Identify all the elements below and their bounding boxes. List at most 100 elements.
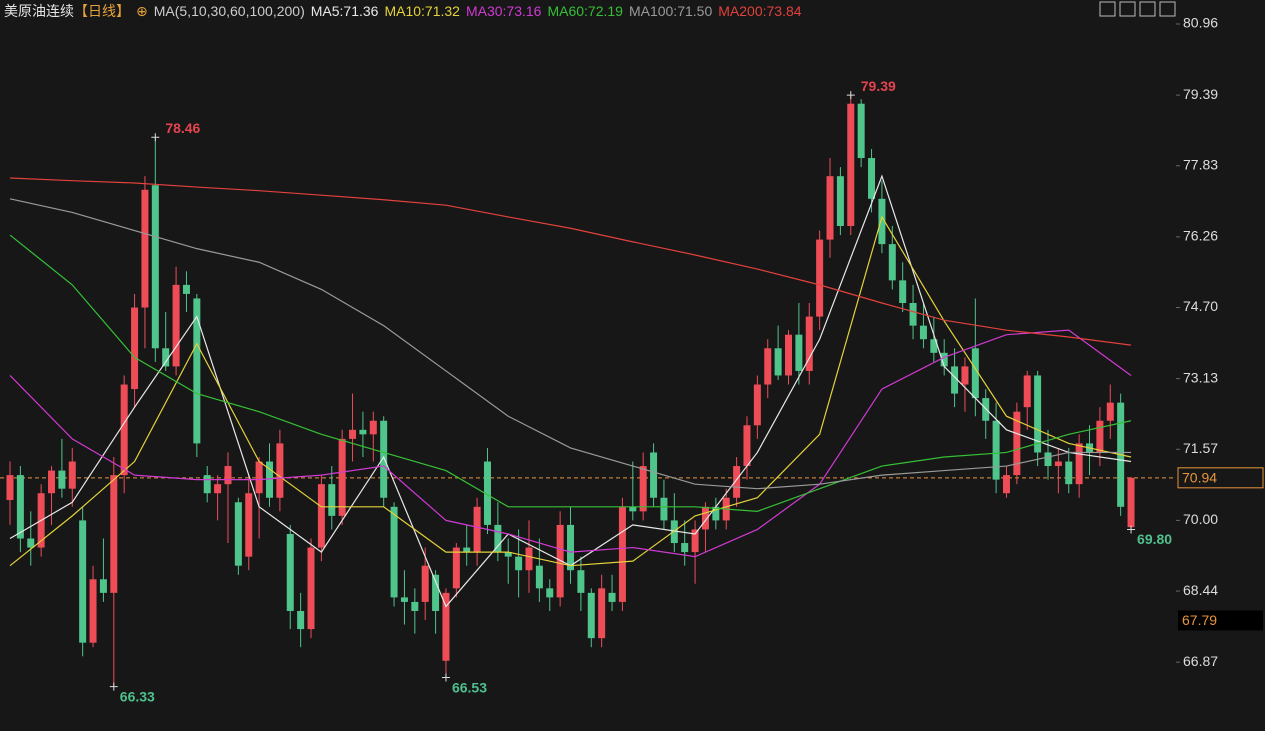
candle-body xyxy=(504,552,512,557)
candle-body xyxy=(629,506,637,512)
candle-body xyxy=(951,366,959,394)
tool-button[interactable] xyxy=(1159,1,1176,17)
ma-line xyxy=(9,198,1132,490)
candle-body xyxy=(79,520,87,643)
low-label: 66.53 xyxy=(452,679,487,695)
candle-body xyxy=(639,466,647,512)
toolbar xyxy=(1099,1,1176,17)
legend-entry: MA100:71.50 xyxy=(628,3,713,19)
candle-body xyxy=(349,429,357,439)
candle-body xyxy=(1034,375,1042,453)
y-tick-label: 66.87 xyxy=(1183,653,1218,669)
candle-body xyxy=(587,592,595,639)
candle-body xyxy=(297,610,305,630)
symbol: 美原油连续 xyxy=(4,3,74,19)
indicator: MA(5,10,30,60,100,200) xyxy=(153,3,305,19)
candle-body xyxy=(151,185,159,349)
high-label: 78.46 xyxy=(165,120,200,136)
candle-body xyxy=(245,493,253,557)
candle-body xyxy=(992,420,1000,480)
low-marker xyxy=(441,673,450,682)
candle-body xyxy=(473,506,481,553)
candle-body xyxy=(6,475,14,501)
header: 美原油连续 【日线】 ⊕ MA(5,10,30,60,100,200) MA5:… xyxy=(4,1,802,21)
legend-entry: MA200:73.84 xyxy=(718,3,802,19)
candle-body xyxy=(598,588,606,639)
candle-body xyxy=(1023,375,1031,408)
candle-body xyxy=(691,529,699,553)
last-price-label: 70.94 xyxy=(1182,470,1217,486)
candle-body xyxy=(286,533,294,611)
candle-body xyxy=(878,198,886,245)
tool-button[interactable] xyxy=(1139,1,1156,17)
candle-body xyxy=(567,524,575,571)
candle-body xyxy=(930,339,938,353)
candle-body xyxy=(224,466,232,485)
candle-body xyxy=(162,348,170,367)
tool-button[interactable] xyxy=(1099,1,1116,17)
candle-body xyxy=(411,601,419,611)
low-label: 66.33 xyxy=(120,688,155,704)
candle-body xyxy=(131,307,139,390)
high-marker xyxy=(151,133,160,142)
tool-button[interactable] xyxy=(1119,1,1136,17)
candle-body xyxy=(753,384,761,426)
candle-body xyxy=(670,520,678,544)
candle-body xyxy=(463,547,471,553)
candle-body xyxy=(961,366,969,385)
ma-line xyxy=(9,234,1132,512)
candle-body xyxy=(338,438,346,516)
candle-body xyxy=(816,239,824,317)
period: 【日线】 xyxy=(74,3,130,19)
ma-line xyxy=(9,215,1132,567)
candle-body xyxy=(899,280,907,303)
candle-body xyxy=(826,176,834,240)
candle-body xyxy=(400,597,408,602)
last-price-box xyxy=(1177,467,1264,489)
candle-body xyxy=(1002,475,1010,494)
y-tick-label: 70.00 xyxy=(1183,511,1218,527)
candle-body xyxy=(919,325,927,340)
ma-line xyxy=(9,177,1132,346)
high-label: 79.39 xyxy=(861,78,896,94)
candle-body xyxy=(120,384,128,476)
candle-body xyxy=(1013,411,1021,476)
candle-body xyxy=(214,484,222,494)
candle-body xyxy=(525,547,533,571)
ma-line xyxy=(9,329,1132,558)
candle-body xyxy=(99,579,107,593)
candle-body xyxy=(577,570,585,593)
candle-body xyxy=(1044,452,1052,467)
candle-body xyxy=(1106,402,1114,421)
legend-entry: MA5:71.36 xyxy=(310,3,379,19)
candle-body xyxy=(380,420,388,498)
candle-body xyxy=(193,298,201,444)
candle-body xyxy=(743,425,751,467)
candle-body xyxy=(888,244,896,281)
candle-body xyxy=(421,565,429,602)
candle-body xyxy=(494,524,502,553)
icon[interactable]: ⊕ xyxy=(136,2,148,19)
candle-body xyxy=(795,334,803,371)
candle-body xyxy=(390,506,398,598)
candle-body xyxy=(650,452,658,498)
candle-body xyxy=(608,592,616,602)
legend-entry: MA10:71.32 xyxy=(384,3,460,19)
candle-body xyxy=(1075,443,1083,485)
cursor-price-label: 67.79 xyxy=(1182,612,1217,628)
candle-body xyxy=(203,475,211,494)
candle-body xyxy=(515,556,523,571)
candle-body xyxy=(785,334,792,376)
candle-body xyxy=(452,547,460,589)
y-tick-label: 73.13 xyxy=(1183,369,1218,385)
candle-body xyxy=(432,574,440,611)
candle-body xyxy=(442,592,450,661)
candle-body xyxy=(58,470,66,489)
candle-body xyxy=(701,506,709,530)
candle-body xyxy=(764,348,772,385)
candle-body xyxy=(618,506,626,602)
candle-body xyxy=(556,524,564,598)
y-tick-label: 68.44 xyxy=(1183,582,1218,598)
candle-body xyxy=(110,475,118,593)
candle-body xyxy=(868,158,876,199)
